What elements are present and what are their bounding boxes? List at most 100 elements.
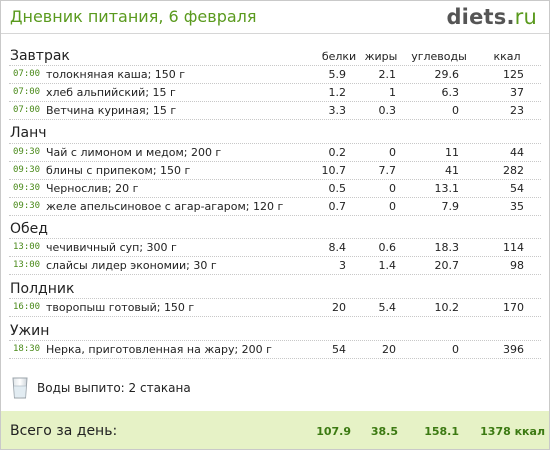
food-row[interactable]: 09:30 Чернослив; 20 г 0.5 0 13.1 54	[1, 180, 549, 198]
food-carbs: 29.6	[434, 68, 460, 81]
food-fat: 1.4	[378, 259, 397, 272]
food-kcal: 170	[503, 301, 524, 314]
column-header-kcal: ккал	[493, 50, 521, 63]
food-fat: 0.3	[378, 104, 397, 117]
food-protein: 0.2	[328, 146, 347, 159]
food-kcal: 44	[510, 146, 524, 159]
food-row[interactable]: 07:00 толокняная каша; 150 г 5.9 2.1 29.…	[1, 66, 549, 84]
diary-header: Дневник питания, 6 февраля diets.ru	[1, 1, 549, 33]
row-separator	[9, 215, 541, 216]
food-row[interactable]: 09:30 Чай с лимоном и медом; 200 г 0.2 0…	[1, 144, 549, 162]
food-time: 13:00	[13, 260, 41, 270]
row-separator	[9, 274, 541, 275]
food-kcal: 125	[503, 68, 524, 81]
food-fat: 0	[389, 146, 396, 159]
food-name: Чернослив; 20 г	[46, 182, 139, 195]
food-protein: 54	[332, 343, 346, 356]
food-protein: 0.7	[328, 200, 347, 213]
meal-section-title: Ужин	[10, 323, 50, 339]
food-name: творопыш готовый; 150 г	[46, 301, 195, 314]
row-separator	[9, 179, 541, 180]
water-text: Воды выпито: 2 стакана	[37, 381, 191, 395]
food-time: 13:00	[13, 242, 41, 252]
food-fat: 1	[389, 86, 396, 99]
food-carbs: 6.3	[441, 86, 460, 99]
food-carbs: 0	[452, 343, 459, 356]
food-kcal: 396	[503, 343, 524, 356]
food-protein: 5.9	[328, 68, 347, 81]
row-separator	[9, 83, 541, 84]
food-name: толокняная каша; 150 г	[46, 68, 186, 81]
food-carbs: 41	[445, 164, 459, 177]
row-separator	[9, 143, 541, 144]
food-time: 16:00	[13, 302, 41, 312]
totals-label: Всего за день:	[10, 423, 118, 439]
logo-dot: .	[506, 5, 515, 29]
food-row[interactable]: 07:00 хлеб альпийский; 15 г 1.2 1 6.3 37	[1, 84, 549, 102]
row-separator	[9, 358, 541, 359]
food-kcal: 114	[503, 241, 524, 254]
food-protein: 8.4	[328, 241, 347, 254]
food-kcal: 98	[510, 259, 524, 272]
food-name: Нерка, приготовленная на жару; 200 г	[46, 343, 272, 356]
food-time: 07:00	[13, 105, 41, 115]
row-separator	[9, 316, 541, 317]
site-logo[interactable]: diets.ru	[446, 5, 537, 29]
food-fat: 5.4	[378, 301, 397, 314]
food-row[interactable]: 18:30 Нерка, приготовленная на жару; 200…	[1, 341, 549, 359]
food-protein: 1.2	[328, 86, 347, 99]
food-fat: 2.1	[378, 68, 397, 81]
food-fat: 7.7	[378, 164, 397, 177]
food-carbs: 10.2	[434, 301, 460, 314]
food-time: 07:00	[13, 69, 41, 79]
meal-section-title: Ланч	[10, 125, 47, 141]
food-protein: 10.7	[321, 164, 347, 177]
food-time: 09:30	[13, 183, 41, 193]
food-carbs: 0	[452, 104, 459, 117]
row-separator	[9, 238, 541, 239]
food-time: 09:30	[13, 147, 41, 157]
food-carbs: 11	[445, 146, 459, 159]
food-carbs: 13.1	[434, 182, 460, 195]
row-separator	[9, 256, 541, 257]
row-separator	[9, 197, 541, 198]
column-header-protein: белки	[321, 50, 357, 63]
food-row[interactable]: 09:30 желе апельсиновое с агар-агаром; 1…	[1, 198, 549, 216]
food-row[interactable]: 16:00 творопыш готовый; 150 г 20 5.4 10.…	[1, 299, 549, 317]
food-carbs: 20.7	[434, 259, 460, 272]
row-separator	[9, 161, 541, 162]
food-kcal: 35	[510, 200, 524, 213]
food-row[interactable]: 07:00 Ветчина куриная; 15 г 3.3 0.3 0 23	[1, 102, 549, 120]
row-separator	[9, 101, 541, 102]
food-kcal: 282	[503, 164, 524, 177]
food-row[interactable]: 09:30 блины с припеком; 150 г 10.7 7.7 4…	[1, 162, 549, 180]
meal-section-title: Обед	[10, 221, 48, 237]
food-row[interactable]: 13:00 слайсы лидер экономии; 30 г 3 1.4 …	[1, 257, 549, 275]
food-name: хлеб альпийский; 15 г	[46, 86, 176, 99]
food-protein: 3.3	[328, 104, 347, 117]
food-name: Чай с лимоном и медом; 200 г	[46, 146, 222, 159]
header-divider	[1, 33, 549, 34]
total-protein: 107.9	[316, 425, 351, 438]
row-separator	[9, 65, 541, 66]
food-row[interactable]: 13:00 чечивичный суп; 300 г 8.4 0.6 18.3…	[1, 239, 549, 257]
food-protein: 0.5	[328, 182, 347, 195]
food-time: 18:30	[13, 344, 41, 354]
food-name: блины с припеком; 150 г	[46, 164, 191, 177]
daily-totals: Всего за день: 107.9 38.5 158.1 1378 кка…	[1, 411, 549, 449]
row-separator	[9, 340, 541, 341]
page-title: Дневник питания, 6 февраля	[10, 7, 257, 26]
total-kcal: 1378 ккал	[480, 425, 545, 438]
total-carbs: 158.1	[424, 425, 459, 438]
food-time: 09:30	[13, 201, 41, 211]
food-kcal: 37	[510, 86, 524, 99]
food-carbs: 18.3	[434, 241, 460, 254]
food-fat: 0.6	[378, 241, 397, 254]
meal-section-title: Полдник	[10, 281, 75, 297]
food-protein: 3	[339, 259, 346, 272]
food-time: 07:00	[13, 87, 41, 97]
food-time: 09:30	[13, 165, 41, 175]
water-glass-icon	[12, 377, 28, 399]
food-carbs: 7.9	[441, 200, 460, 213]
